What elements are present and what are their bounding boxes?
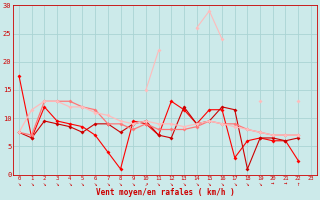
- X-axis label: Vent moyen/en rafales ( km/h ): Vent moyen/en rafales ( km/h ): [96, 188, 234, 197]
